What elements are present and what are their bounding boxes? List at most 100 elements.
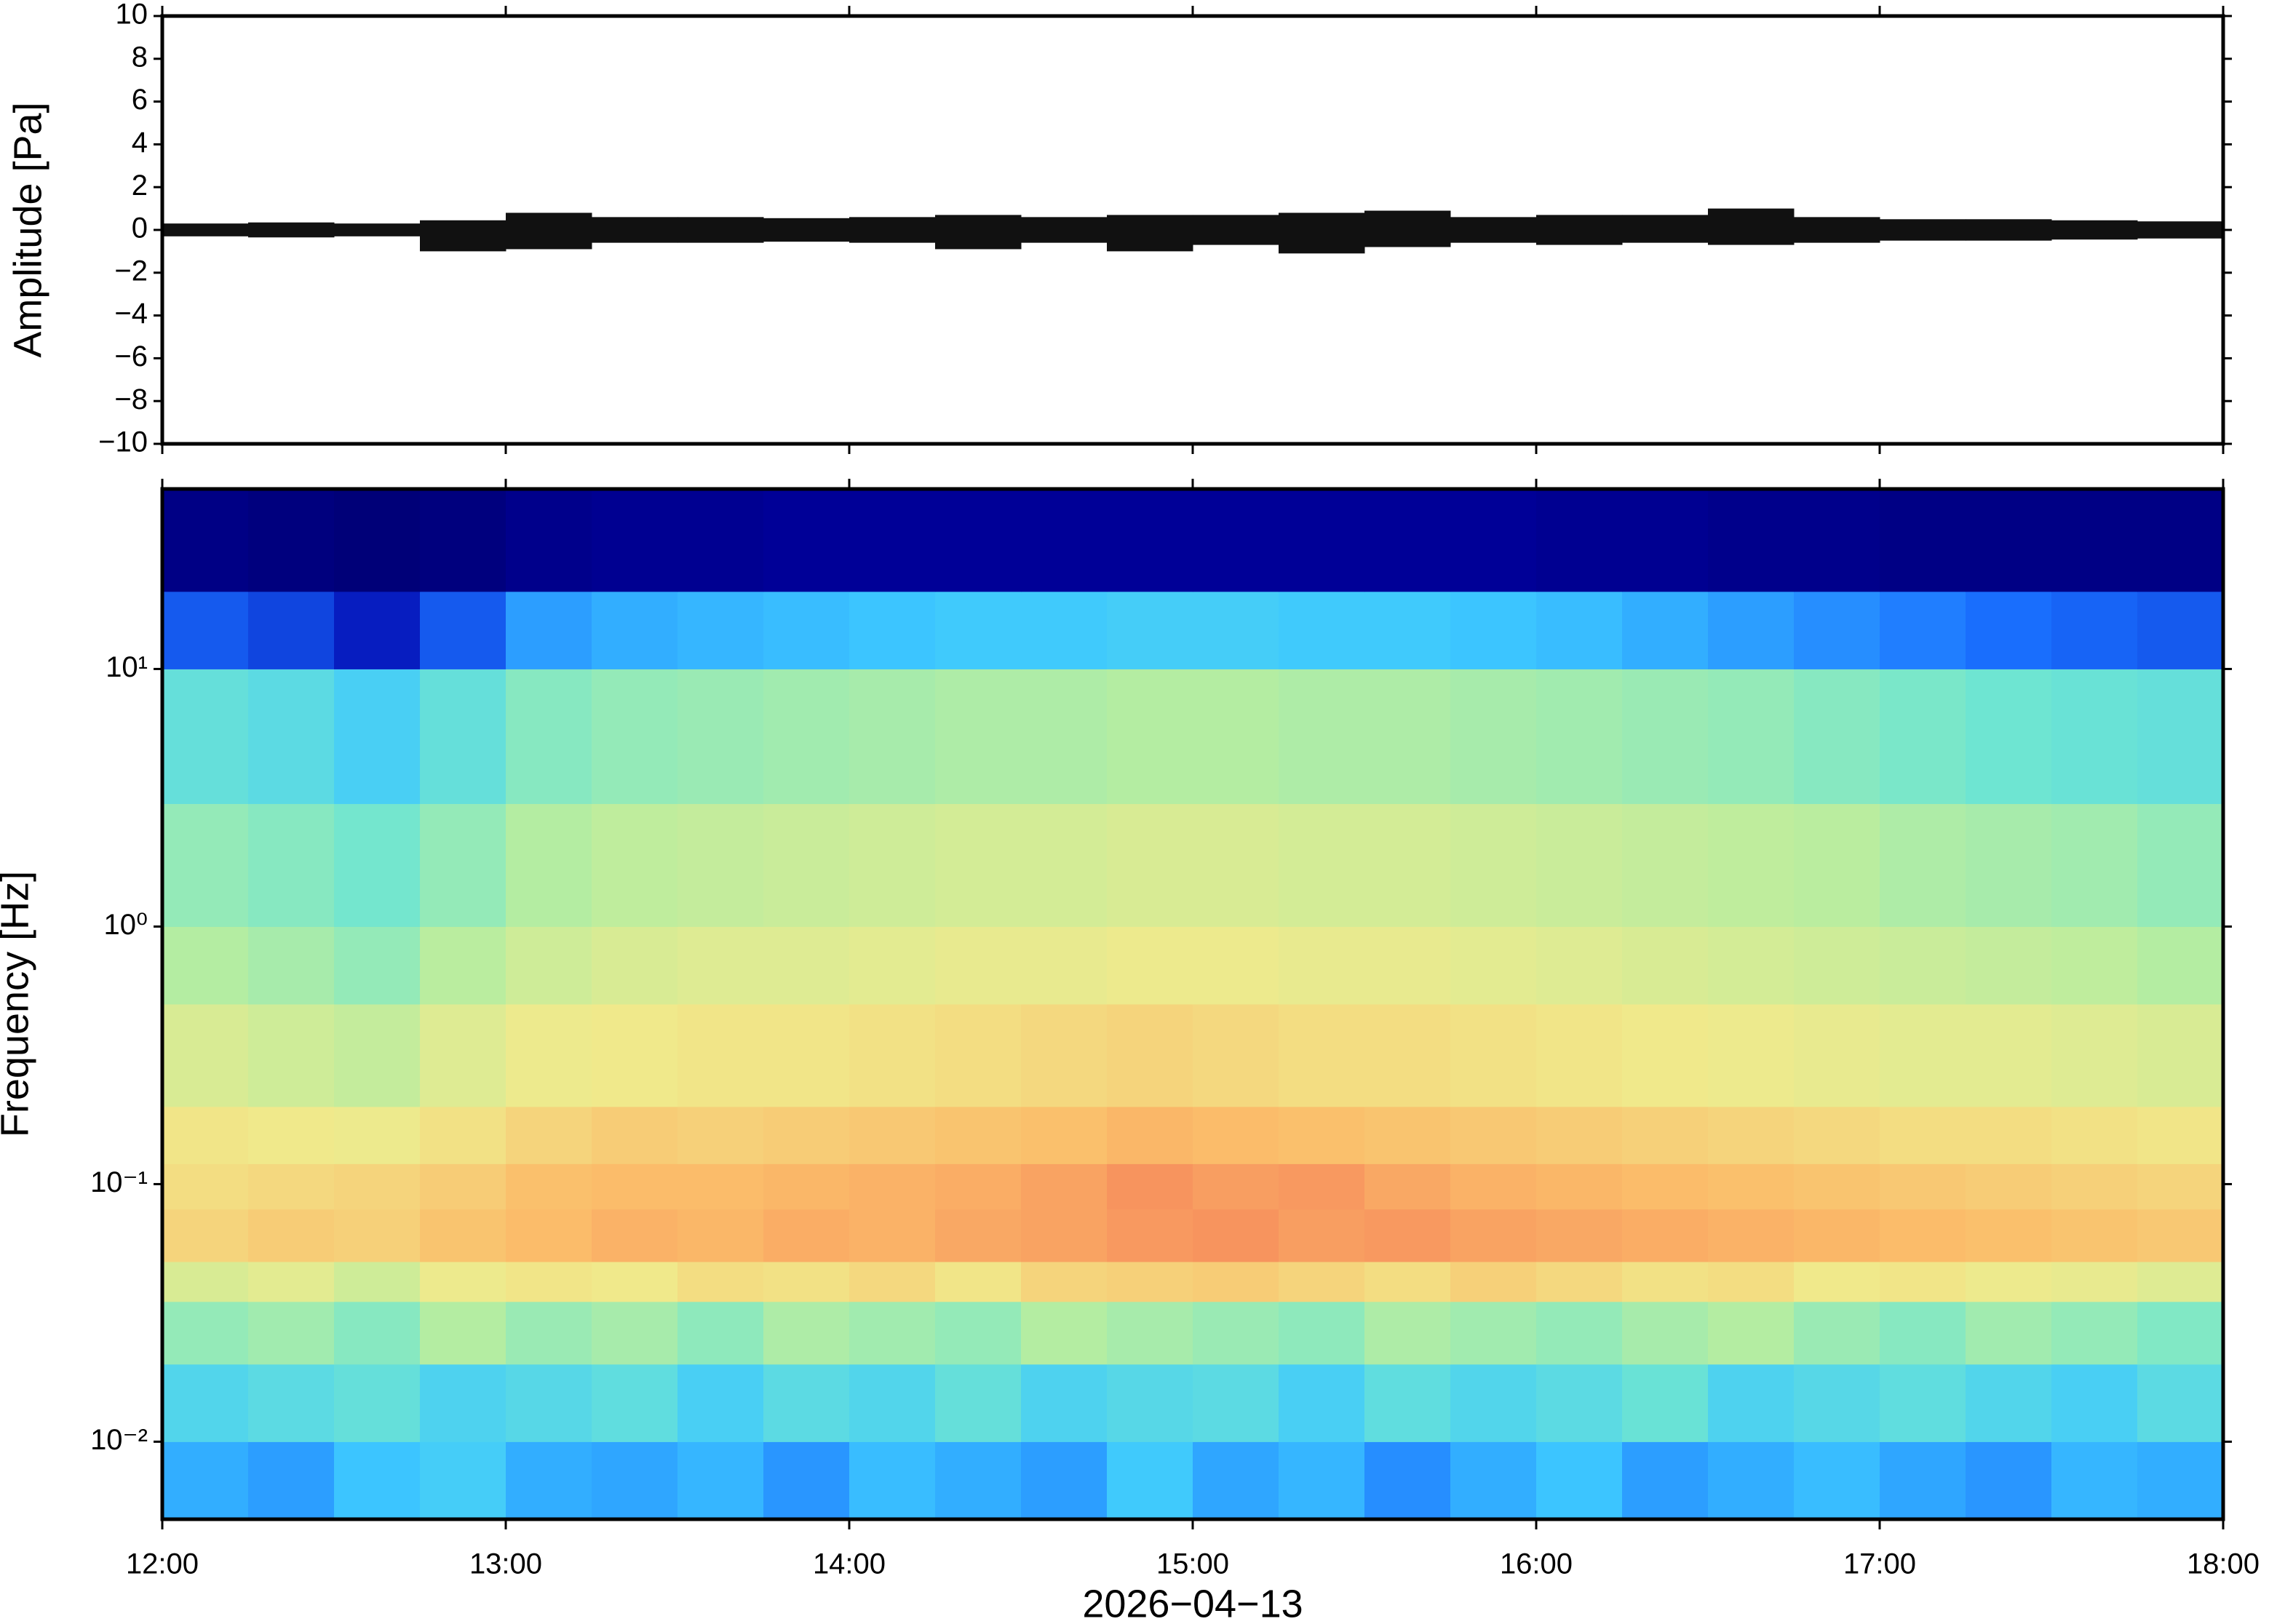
spectrogram-cell bbox=[763, 1004, 850, 1107]
spectrogram-cell bbox=[763, 1106, 850, 1164]
spectrogram-cell bbox=[162, 1163, 249, 1210]
spectrogram-cell bbox=[248, 489, 335, 592]
spectrogram-cell bbox=[334, 1262, 421, 1302]
amplitude-envelope bbox=[420, 220, 506, 252]
spectrogram-cell bbox=[162, 1301, 249, 1365]
spectrogram-cell bbox=[1279, 1441, 1365, 1520]
spectrogram-cell bbox=[1279, 1262, 1365, 1302]
spectrogram-cell bbox=[1622, 1004, 1709, 1107]
spectrogram-cell bbox=[334, 591, 421, 669]
spectrogram-cell bbox=[1880, 489, 1966, 592]
spectrogram-cell bbox=[935, 1106, 1022, 1164]
y-tick-label: 4 bbox=[132, 127, 148, 159]
spectrogram-cell bbox=[2051, 591, 2138, 669]
amplitude-envelope bbox=[334, 223, 421, 236]
spectrogram-cell bbox=[763, 926, 850, 1005]
amplitude-envelope bbox=[1708, 208, 1795, 245]
spectrogram-cell bbox=[1622, 1301, 1709, 1365]
spectrogram-cell bbox=[1794, 1441, 1880, 1520]
spectrogram-cell bbox=[1536, 1364, 1623, 1442]
spectrogram-cell bbox=[763, 489, 850, 592]
spectrogram-cell bbox=[1794, 803, 1880, 927]
amplitude-envelope bbox=[1364, 210, 1451, 247]
spectrogram-cell bbox=[420, 669, 506, 805]
spectrogram-cell bbox=[849, 1364, 936, 1442]
spectrogram-cell bbox=[1107, 1209, 1193, 1262]
spectrogram-cell bbox=[592, 1209, 678, 1262]
spectrogram-cell bbox=[1107, 1004, 1193, 1107]
spectrogram-cell bbox=[1107, 1262, 1193, 1302]
spectrogram-cell bbox=[935, 591, 1022, 669]
spectrogram-cell bbox=[1107, 591, 1193, 669]
spectrogram-cell bbox=[1880, 1209, 1966, 1262]
spectrogram-cell bbox=[1622, 591, 1709, 669]
spectrogram-cell bbox=[1880, 1106, 1966, 1164]
spectrogram-cell bbox=[1966, 591, 2052, 669]
spectrogram-cell bbox=[1536, 1004, 1623, 1107]
amplitude-envelope bbox=[1107, 215, 1193, 252]
spectrogram-cell bbox=[1450, 1301, 1537, 1365]
spectrogram-cell bbox=[2137, 669, 2224, 805]
spectrogram-cell bbox=[1107, 1364, 1193, 1442]
spectrogram-cell bbox=[248, 1364, 335, 1442]
spectrogram-cell bbox=[248, 1262, 335, 1302]
spectrogram-cell bbox=[1536, 1301, 1623, 1365]
spectrogram-cell bbox=[935, 1441, 1022, 1520]
spectrogram-cell bbox=[2137, 1004, 2224, 1107]
spectrogram-cell bbox=[935, 1301, 1022, 1365]
spectrogram-cell bbox=[763, 1301, 850, 1365]
spectrogram-cell bbox=[334, 1106, 421, 1164]
spectrogram-cell bbox=[1450, 1163, 1537, 1210]
spectrogram-cell bbox=[162, 1364, 249, 1442]
spectrogram-cell bbox=[162, 591, 249, 669]
spectrogram-cell bbox=[1966, 1209, 2052, 1262]
spectrogram-cell bbox=[162, 926, 249, 1005]
spectrogram-cell bbox=[592, 669, 678, 805]
spectrogram-cell bbox=[1193, 1209, 1279, 1262]
spectrogram-cell bbox=[592, 489, 678, 592]
spectrogram-cell bbox=[592, 803, 678, 927]
spectrogram-cell bbox=[1450, 1004, 1537, 1107]
spectrogram-cell bbox=[935, 1262, 1022, 1302]
x-tick-label: 14:00 bbox=[813, 1548, 886, 1580]
spectrogram-cell bbox=[420, 1364, 506, 1442]
spectrogram-cell bbox=[1966, 926, 2052, 1005]
spectrogram-cell bbox=[334, 1441, 421, 1520]
spectrogram-cell bbox=[1880, 803, 1966, 927]
spectrogram-cell bbox=[1364, 591, 1451, 669]
spectrogram-cell bbox=[334, 1364, 421, 1442]
spectrogram-cell bbox=[420, 926, 506, 1005]
spectrogram-cell bbox=[334, 1301, 421, 1365]
spectrogram-cell bbox=[1364, 1004, 1451, 1107]
spectrogram-cell bbox=[1794, 1106, 1880, 1164]
spectrogram-cell bbox=[1622, 1364, 1709, 1442]
spectrogram-cell bbox=[1708, 1441, 1795, 1520]
spectrogram-cell bbox=[1021, 926, 1108, 1005]
spectrogram-cell bbox=[248, 669, 335, 805]
spectrogram-cell bbox=[1021, 1004, 1108, 1107]
x-tick-label: 17:00 bbox=[1843, 1548, 1916, 1580]
spectrogram-cell bbox=[2137, 1106, 2224, 1164]
spectrogram-cell bbox=[1880, 669, 1966, 805]
spectrogram-cell bbox=[1364, 1441, 1451, 1520]
spectrogram-cell bbox=[677, 591, 764, 669]
spectrogram-cell bbox=[506, 1364, 592, 1442]
spectrogram-cell bbox=[1622, 1163, 1709, 1210]
spectrogram-cell bbox=[1107, 1163, 1193, 1210]
spectrogram-cell bbox=[162, 1106, 249, 1164]
spectrogram-cell bbox=[849, 1301, 936, 1365]
spectrogram-cell bbox=[1794, 1364, 1880, 1442]
spectrogram-cell bbox=[1021, 669, 1108, 805]
y-axis-label: Amplitude [Pa] bbox=[6, 102, 49, 357]
y-tick-label: −2 bbox=[114, 255, 148, 287]
spectrogram-cell bbox=[1021, 1163, 1108, 1210]
spectrogram-cell bbox=[1880, 591, 1966, 669]
spectrogram-cell bbox=[2137, 1209, 2224, 1262]
spectrogram-cell bbox=[2051, 1004, 2138, 1107]
spectrogram-cell bbox=[592, 1262, 678, 1302]
amplitude-envelope bbox=[1880, 219, 1966, 241]
spectrogram-cell bbox=[1708, 1163, 1795, 1210]
y-tick-label: 10⁻² bbox=[90, 1424, 148, 1456]
spectrogram-cell bbox=[506, 1262, 592, 1302]
